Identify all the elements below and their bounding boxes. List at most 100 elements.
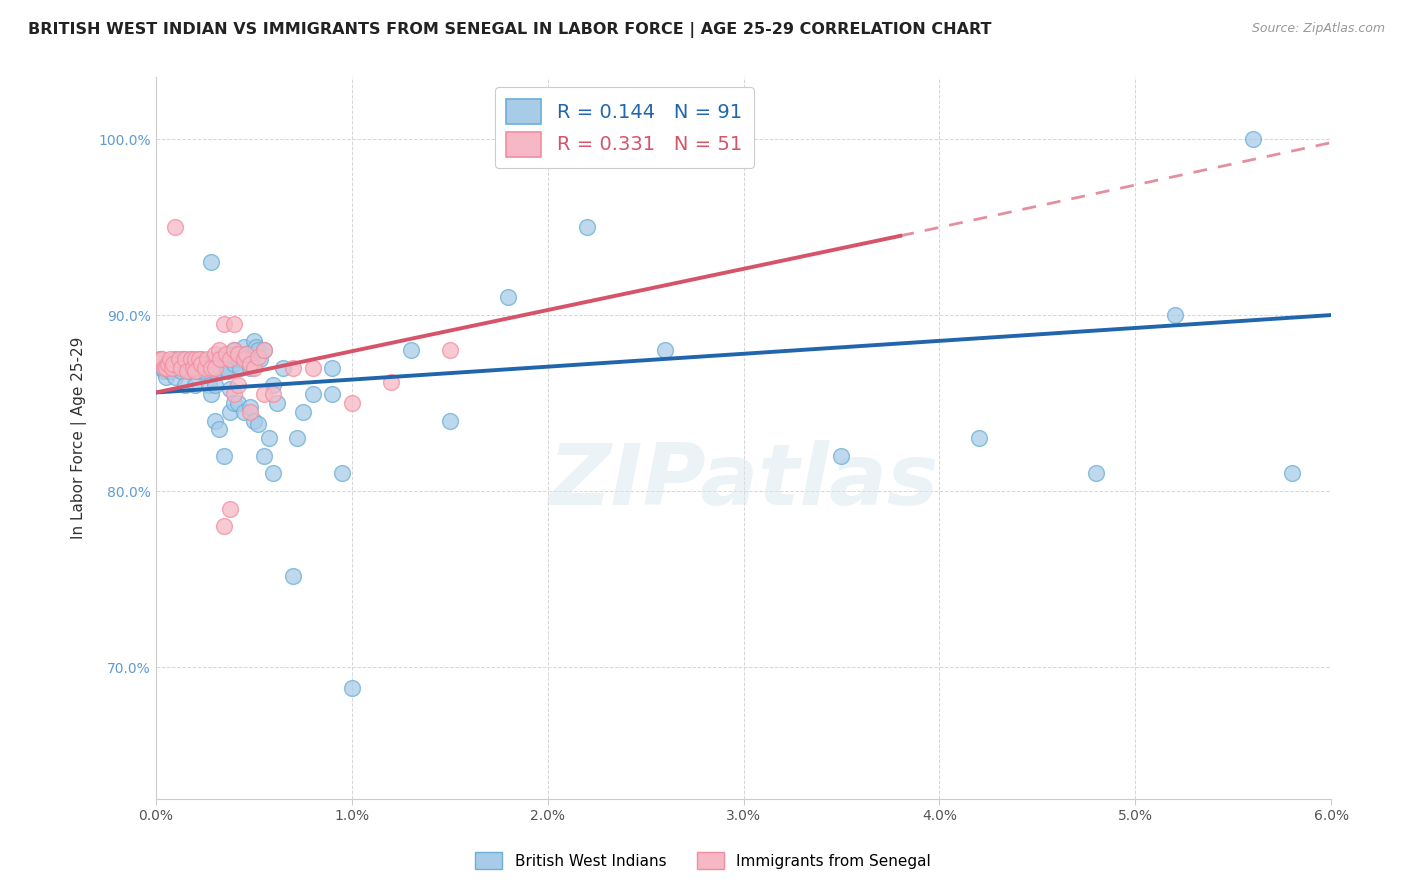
Point bbox=[181, 360, 204, 375]
Point bbox=[340, 396, 363, 410]
Point bbox=[162, 357, 184, 371]
Point bbox=[190, 357, 212, 371]
Point bbox=[233, 352, 256, 367]
Point bbox=[204, 347, 226, 361]
Point bbox=[243, 360, 266, 375]
Point bbox=[214, 317, 236, 331]
Point bbox=[162, 360, 184, 375]
Point bbox=[150, 352, 173, 367]
Point bbox=[654, 343, 676, 358]
Point bbox=[204, 360, 226, 375]
Point bbox=[155, 360, 177, 375]
Point bbox=[219, 352, 242, 367]
Point bbox=[224, 396, 246, 410]
Point bbox=[165, 352, 187, 367]
Point bbox=[160, 360, 183, 375]
Point bbox=[181, 360, 204, 375]
Point bbox=[186, 360, 208, 375]
Point bbox=[498, 290, 520, 304]
Point bbox=[243, 334, 266, 349]
Point bbox=[172, 352, 194, 367]
Point bbox=[224, 343, 246, 358]
Point bbox=[225, 347, 247, 361]
Point bbox=[246, 417, 269, 432]
Point bbox=[207, 343, 229, 358]
Point bbox=[194, 360, 217, 375]
Point bbox=[174, 357, 197, 371]
Point bbox=[301, 360, 323, 375]
Point bbox=[399, 343, 422, 358]
Point bbox=[149, 352, 172, 367]
Point bbox=[159, 364, 181, 378]
Point bbox=[174, 378, 197, 392]
Point bbox=[214, 352, 236, 367]
Point bbox=[239, 405, 262, 419]
Point bbox=[179, 364, 201, 378]
Point bbox=[176, 360, 198, 375]
Point bbox=[271, 360, 294, 375]
Point bbox=[187, 364, 209, 378]
Point bbox=[155, 369, 177, 384]
Legend: British West Indians, Immigrants from Senegal: British West Indians, Immigrants from Se… bbox=[468, 846, 938, 875]
Point bbox=[149, 352, 172, 367]
Point bbox=[1241, 132, 1264, 146]
Point bbox=[165, 220, 187, 235]
Point bbox=[184, 378, 207, 392]
Point bbox=[498, 132, 520, 146]
Point bbox=[246, 351, 269, 365]
Point bbox=[831, 449, 853, 463]
Point bbox=[262, 387, 284, 401]
Point bbox=[380, 375, 402, 389]
Point bbox=[246, 343, 269, 358]
Point bbox=[236, 352, 259, 367]
Text: ZIPatlas: ZIPatlas bbox=[548, 440, 939, 523]
Point bbox=[252, 449, 274, 463]
Point bbox=[200, 255, 222, 269]
Point bbox=[204, 378, 226, 392]
Point bbox=[967, 431, 990, 445]
Point bbox=[224, 357, 246, 371]
Point bbox=[321, 387, 343, 401]
Point bbox=[243, 414, 266, 428]
Point bbox=[180, 352, 202, 367]
Point bbox=[170, 364, 193, 378]
Point bbox=[229, 360, 252, 375]
Point bbox=[224, 387, 246, 401]
Point bbox=[200, 387, 222, 401]
Point bbox=[209, 352, 232, 367]
Point bbox=[262, 467, 284, 481]
Point bbox=[217, 364, 239, 378]
Point bbox=[204, 360, 226, 375]
Point bbox=[266, 396, 288, 410]
Point bbox=[252, 343, 274, 358]
Point bbox=[150, 360, 173, 375]
Point bbox=[194, 364, 217, 378]
Point bbox=[239, 400, 262, 414]
Point bbox=[321, 360, 343, 375]
Point bbox=[207, 422, 229, 436]
Point bbox=[156, 360, 179, 375]
Point bbox=[200, 360, 222, 375]
Point bbox=[243, 347, 266, 361]
Point bbox=[301, 387, 323, 401]
Point bbox=[226, 352, 249, 367]
Point bbox=[184, 352, 207, 367]
Point bbox=[195, 357, 218, 371]
Point bbox=[191, 360, 214, 375]
Point bbox=[184, 364, 207, 378]
Point bbox=[152, 360, 174, 375]
Point bbox=[226, 396, 249, 410]
Point bbox=[235, 347, 257, 361]
Point bbox=[1163, 308, 1185, 322]
Point bbox=[340, 681, 363, 696]
Point bbox=[285, 431, 308, 445]
Text: BRITISH WEST INDIAN VS IMMIGRANTS FROM SENEGAL IN LABOR FORCE | AGE 25-29 CORREL: BRITISH WEST INDIAN VS IMMIGRANTS FROM S… bbox=[28, 22, 991, 38]
Point bbox=[205, 352, 228, 367]
Point bbox=[262, 378, 284, 392]
Point bbox=[204, 414, 226, 428]
Point bbox=[215, 347, 238, 361]
Point bbox=[152, 364, 174, 378]
Point bbox=[233, 340, 256, 354]
Point bbox=[214, 449, 236, 463]
Point bbox=[233, 405, 256, 419]
